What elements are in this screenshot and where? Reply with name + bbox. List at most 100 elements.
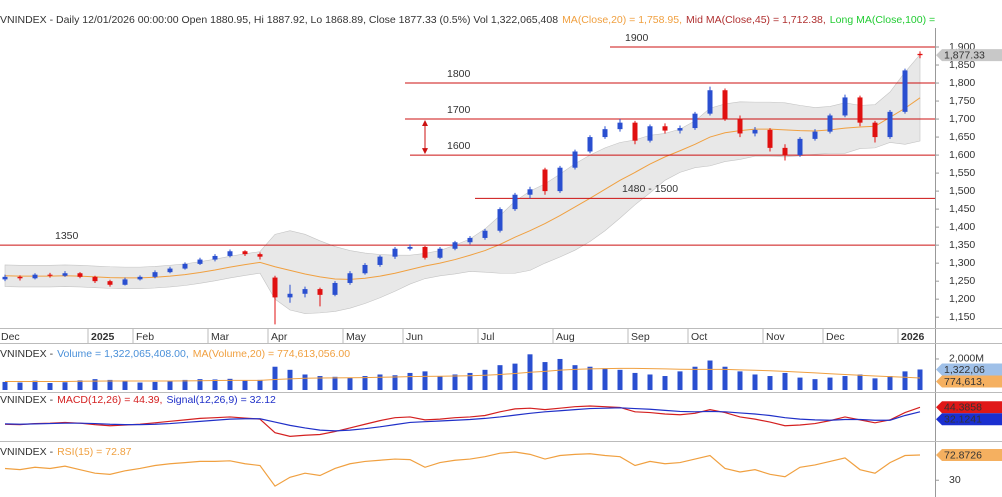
last-value-label: 774,613, xyxy=(944,376,985,388)
candle-body xyxy=(737,119,743,134)
candle-body xyxy=(437,248,443,258)
panel-header: VNINDEX - Daily 12/01/2026 00:00:00 Open… xyxy=(0,14,935,26)
candle-body xyxy=(287,293,293,298)
candle-body xyxy=(332,282,338,295)
candle-body xyxy=(227,251,233,256)
candle-body xyxy=(77,273,83,277)
level-label: 1800 xyxy=(447,68,471,80)
candle-body xyxy=(662,126,668,131)
level-label: 1700 xyxy=(447,104,471,116)
candle-body xyxy=(617,122,623,130)
volume-bar xyxy=(2,381,8,390)
last-value-tag xyxy=(936,401,1002,414)
candle-body xyxy=(482,230,488,238)
header-part: MA(Volume,20) = 774,613,056.00 xyxy=(193,348,350,360)
y-tick-label: 1,750 xyxy=(949,95,975,107)
candle-body xyxy=(92,276,98,282)
header-part: VNINDEX - xyxy=(0,348,54,360)
volume-bar xyxy=(137,382,143,390)
y-tick-label: 1,850 xyxy=(949,59,975,71)
x-tick-label: Jun xyxy=(406,331,423,343)
candle-body xyxy=(257,254,263,257)
volume-bar xyxy=(227,378,233,390)
x-tick-label: Oct xyxy=(691,331,707,343)
volume-bar xyxy=(212,379,218,390)
candle-body xyxy=(782,147,788,156)
candle-body xyxy=(587,137,593,152)
volume-bar xyxy=(362,376,368,390)
candle-body xyxy=(527,189,533,195)
volume-bar xyxy=(437,376,443,390)
last-value-label: 72.8726 xyxy=(944,449,982,461)
y-tick-label: 2,000M xyxy=(949,353,984,365)
candle-body xyxy=(632,122,638,141)
y-tick-label: 1,400 xyxy=(949,221,975,233)
panel-header: VNINDEX - RSI(15) = 72.87 xyxy=(0,446,132,458)
level-label: 1350 xyxy=(55,230,79,242)
volume-bar xyxy=(167,380,173,390)
volume-bar xyxy=(692,366,698,390)
y-tick-label: 1,300 xyxy=(949,257,975,269)
y-tick-label: 30 xyxy=(949,474,961,486)
candle-body xyxy=(107,281,113,285)
y-tick-label: 1,200 xyxy=(949,293,975,305)
volume-bar xyxy=(62,382,68,390)
volume-bar xyxy=(392,375,398,390)
y-tick-label: 1,550 xyxy=(949,167,975,179)
volume-bar xyxy=(722,366,728,390)
candle-body xyxy=(152,272,158,277)
volume-bar xyxy=(512,363,518,390)
volume-bar xyxy=(872,378,878,390)
last-value-tag xyxy=(936,49,1002,62)
volume-bar xyxy=(197,379,203,390)
candle-body xyxy=(362,264,368,274)
volume-bar xyxy=(452,374,458,390)
volume-bar xyxy=(107,379,113,390)
volume-bar xyxy=(497,365,503,390)
indicator-line xyxy=(4,407,921,432)
candle-body xyxy=(677,128,683,131)
candle-body xyxy=(392,248,398,257)
last-value-tag xyxy=(936,375,1002,388)
x-tick-label: May xyxy=(346,331,367,343)
x-tick-label: Jul xyxy=(481,331,494,343)
y-tick-label: 1,800 xyxy=(949,77,975,89)
y-tick-label: 1,600 xyxy=(949,149,975,161)
candle-body xyxy=(887,111,893,138)
volume-bar xyxy=(482,369,488,390)
y-tick-label: 1,150 xyxy=(949,311,975,323)
candle-body xyxy=(122,279,128,285)
candle-body xyxy=(452,242,458,249)
candle-body xyxy=(812,131,818,139)
volume-bar xyxy=(662,376,668,390)
level-label: 1900 xyxy=(625,32,649,44)
candle-body xyxy=(842,97,848,116)
x-tick-label: Mar xyxy=(211,331,230,343)
candle-body xyxy=(917,53,923,56)
candle-body xyxy=(137,276,143,280)
candle-body xyxy=(857,97,863,123)
volume-bar xyxy=(422,371,428,390)
volume-bar xyxy=(632,372,638,390)
volume-bar xyxy=(602,368,608,390)
volume-bar xyxy=(557,358,563,390)
volume-bar xyxy=(77,380,83,390)
last-value-tag xyxy=(936,363,1002,376)
volume-bar xyxy=(542,362,548,390)
volume-bar xyxy=(407,372,413,390)
y-tick-label: 1,700 xyxy=(949,113,975,125)
candle-body xyxy=(212,255,218,260)
candle-body xyxy=(572,151,578,168)
volume-bar xyxy=(842,376,848,390)
x-tick-label: Apr xyxy=(271,331,288,343)
header-part: MA(Close,20) = 1,758.95, xyxy=(562,14,682,26)
candle-body xyxy=(47,274,53,276)
volume-bar xyxy=(92,379,98,390)
candle-body xyxy=(557,167,563,192)
volume-bar xyxy=(767,376,773,390)
volume-ma-line xyxy=(5,367,921,382)
volume-bar xyxy=(467,372,473,390)
header-part: VNINDEX - xyxy=(0,394,54,406)
volume-bar xyxy=(752,374,758,390)
candle-body xyxy=(347,273,353,283)
